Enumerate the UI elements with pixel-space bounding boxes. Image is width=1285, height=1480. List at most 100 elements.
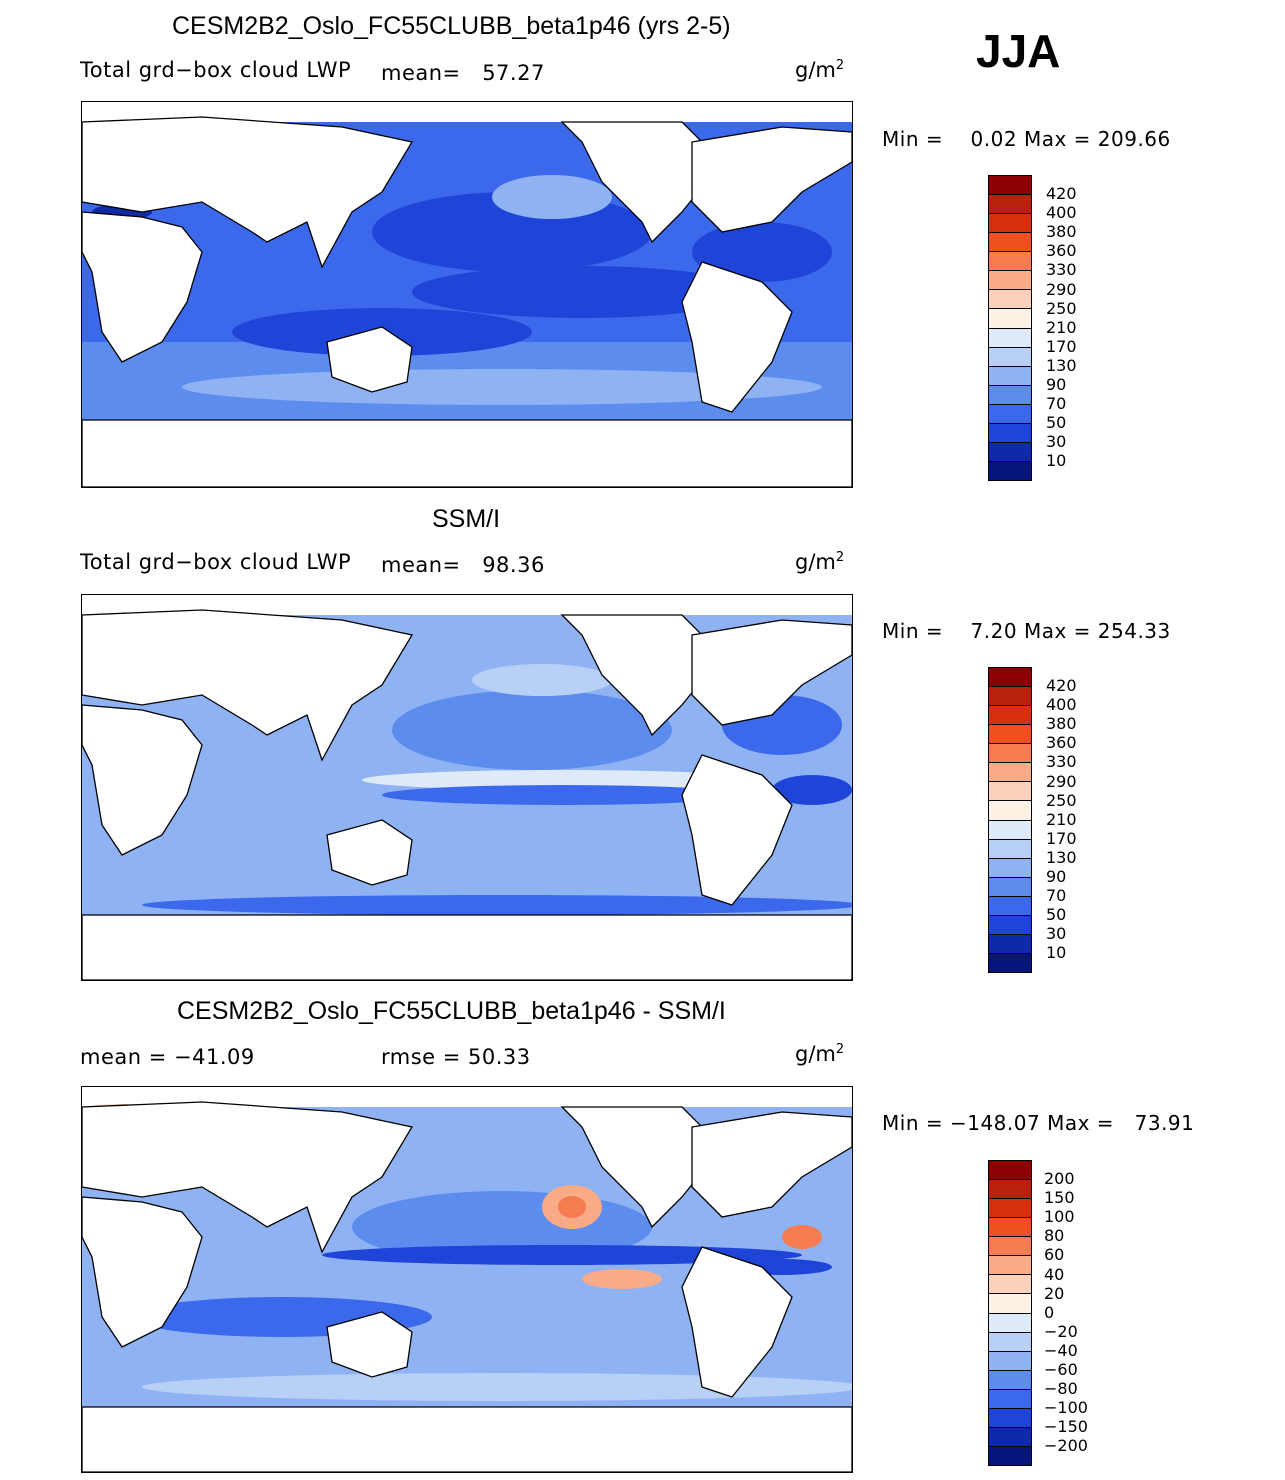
- colorbar: [988, 175, 1032, 481]
- colorbar-tick-label: 360: [1046, 241, 1077, 261]
- colorbar-segment: [989, 915, 1031, 935]
- colorbar-tick-label: 60: [1044, 1245, 1065, 1265]
- colorbar-tick-label: 200: [1044, 1169, 1075, 1188]
- colorbar: [988, 667, 1032, 973]
- land-masses: [82, 116, 852, 487]
- colorbar-segment: [989, 461, 1031, 480]
- colorbar-tick-label: 360: [1046, 733, 1077, 753]
- colorbar-segment: [989, 725, 1031, 745]
- map-model: [81, 101, 853, 488]
- colorbar-tick-label: 100: [1044, 1207, 1075, 1227]
- colorbar-tick-label: 290: [1046, 771, 1077, 791]
- minmax-readout: Min = −148.07 Max = 73.91: [882, 1111, 1195, 1135]
- colorbar-tick-label: 70: [1046, 886, 1067, 906]
- colorbar-tick-label: −100: [1044, 1398, 1088, 1418]
- colorbar-segment: [989, 290, 1031, 310]
- colorbar-tick-label: 30: [1046, 432, 1067, 452]
- mean-label: mean= 98.36: [381, 553, 545, 577]
- colorbar-segment: [989, 687, 1031, 707]
- map-obs: [81, 594, 853, 981]
- colorbar-tick-label: −80: [1044, 1379, 1078, 1399]
- colorbar-tick-label: 380: [1046, 222, 1077, 242]
- colorbar-tick-label: −40: [1044, 1340, 1078, 1360]
- panel-title: CESM2B2_Oslo_FC55CLUBB_beta1p46 (yrs 2-5…: [172, 12, 731, 40]
- colorbar-segment: [989, 328, 1031, 348]
- colorbar-tick-label: 330: [1046, 752, 1077, 772]
- colorbar-tick-label: 20: [1044, 1283, 1065, 1303]
- colorbar-tick-label: 50: [1046, 413, 1067, 433]
- colorbar-segment: [989, 1275, 1031, 1295]
- min-value: 0.02: [970, 127, 1018, 151]
- colorbar-segment: [989, 309, 1031, 329]
- colorbar-tick-label: 90: [1046, 375, 1067, 394]
- colorbar-segment: [989, 1199, 1031, 1219]
- colorbar-tick-label: 150: [1044, 1188, 1075, 1208]
- colorbar-segment: [989, 1218, 1031, 1238]
- colorbar-segment: [989, 214, 1031, 234]
- colorbar-segment: [989, 1180, 1031, 1200]
- map-canvas: [82, 116, 852, 487]
- colorbar-tick-label: 250: [1046, 790, 1077, 810]
- colorbar-tick-label: 420: [1046, 184, 1077, 203]
- colorbar-segment: [989, 1332, 1031, 1352]
- colorbar-segment: [989, 1237, 1031, 1257]
- colorbar-segment: [989, 1389, 1031, 1409]
- units-label: g/m2: [795, 58, 845, 82]
- colorbar-tick-label: 330: [1046, 260, 1077, 280]
- colorbar-segment: [989, 1408, 1031, 1428]
- colorbar-tick-label: 380: [1046, 714, 1077, 734]
- colorbar-segment: [989, 820, 1031, 840]
- units-label: g/m2: [795, 550, 845, 574]
- colorbar-tick-label: 400: [1046, 695, 1077, 715]
- colorbar-segment: [989, 385, 1031, 405]
- colorbar-segment: [989, 1256, 1031, 1276]
- colorbar-segment: [989, 839, 1031, 859]
- colorbar-tick-label: 400: [1046, 203, 1077, 223]
- colorbar-segment: [989, 953, 1031, 972]
- colorbar-tick-label: 210: [1046, 809, 1077, 829]
- colorbar-segment: [989, 706, 1031, 726]
- colorbar-segment: [989, 366, 1031, 386]
- min-value: −148.07: [949, 1111, 1041, 1135]
- colorbar-segment: [989, 934, 1031, 954]
- colorbar-segment: [989, 271, 1031, 291]
- rmse-label: rmse = 50.33: [381, 1045, 531, 1069]
- colorbar-tick-label: −20: [1044, 1321, 1078, 1341]
- colorbar-segment: [989, 801, 1031, 821]
- colorbar-tick-label: 0: [1044, 1302, 1055, 1322]
- colorbar-segment: [989, 896, 1031, 916]
- minmax-readout: Min = 7.20 Max = 254.33: [882, 619, 1171, 643]
- colorbar-segment: [989, 763, 1031, 783]
- mean-value: 57.27: [482, 61, 545, 85]
- colorbar-tick-label: 70: [1046, 394, 1067, 414]
- colorbar-tick-label: 130: [1046, 847, 1077, 867]
- season-label: JJA: [976, 25, 1061, 77]
- colorbar-segment: [989, 1370, 1031, 1390]
- map-canvas: [82, 1101, 852, 1472]
- colorbar-tick-label: 80: [1044, 1226, 1065, 1246]
- colorbar-tick-label: 170: [1046, 336, 1077, 356]
- colorbar-segment: [989, 423, 1031, 443]
- colorbar: [988, 1160, 1032, 1466]
- colorbar-segment: [989, 442, 1031, 462]
- colorbar-tick-label: 90: [1046, 867, 1067, 886]
- colorbar-tick-label: 10: [1046, 451, 1067, 471]
- map-difference: [81, 1086, 853, 1473]
- colorbar-tick-label: 420: [1046, 676, 1077, 695]
- variable-label: Total grd−box cloud LWP: [80, 58, 352, 82]
- colorbar-tick-label: −150: [1044, 1417, 1088, 1437]
- mean-label: mean = −41.09: [80, 1045, 255, 1069]
- max-value: 73.91: [1134, 1111, 1195, 1135]
- variable-label: Total grd−box cloud LWP: [80, 550, 352, 574]
- colorbar-tick-label: 30: [1046, 924, 1067, 944]
- colorbar-segment: [989, 1446, 1031, 1465]
- colorbar-segment: [989, 404, 1031, 424]
- minmax-readout: Min = 0.02 Max = 209.66: [882, 127, 1171, 151]
- colorbar-segment: [989, 668, 1031, 688]
- panel-title: SSM/I: [432, 505, 501, 533]
- colorbar-tick-label: 170: [1046, 828, 1077, 848]
- colorbar-segment: [989, 252, 1031, 272]
- land-masses: [82, 1101, 852, 1472]
- colorbar-segment: [989, 1313, 1031, 1333]
- mean-label: mean= 57.27: [381, 61, 545, 85]
